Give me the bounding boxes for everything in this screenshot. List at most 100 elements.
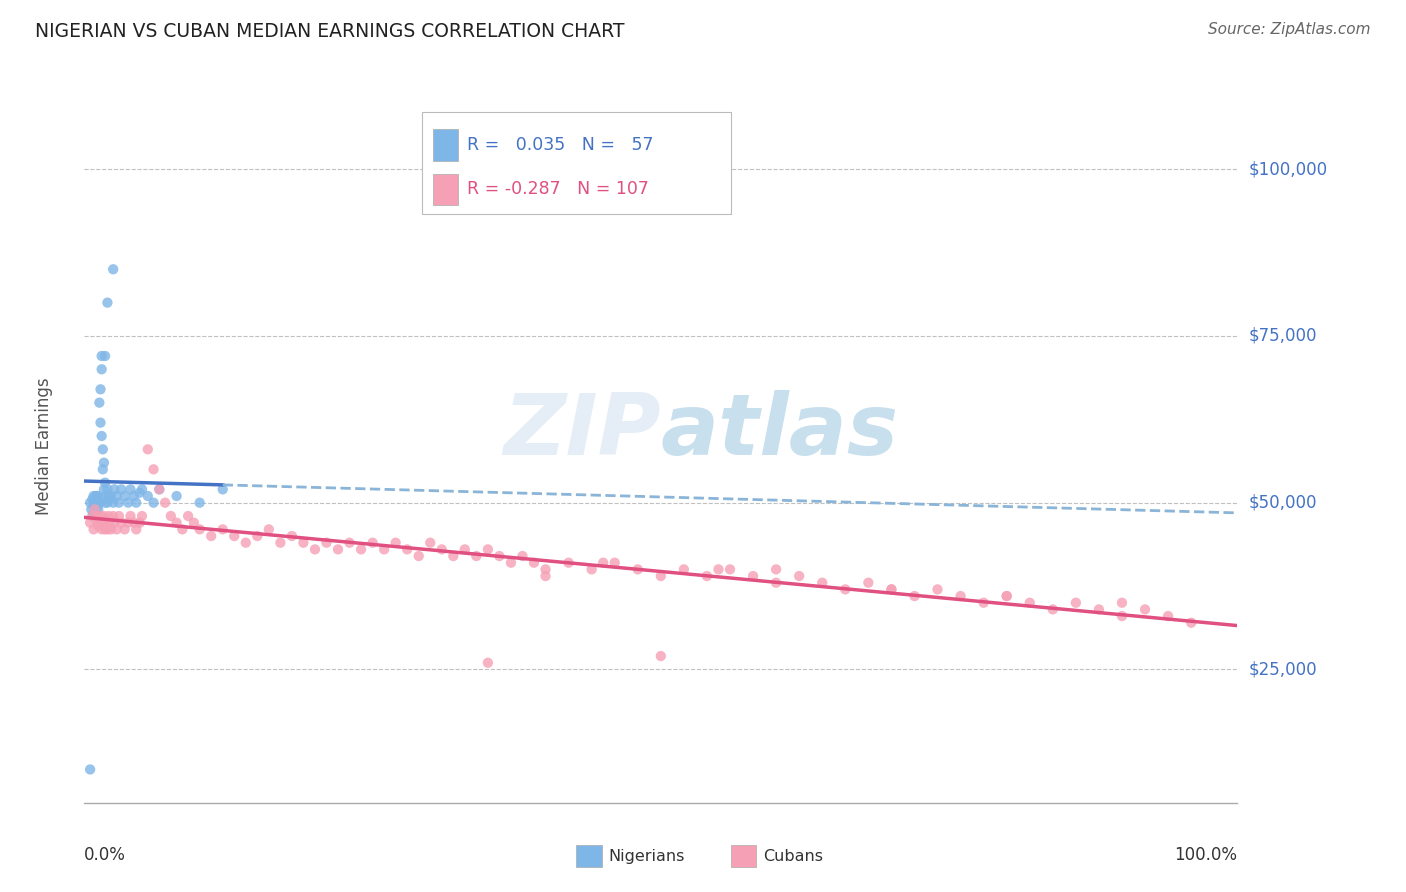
Point — [718, 562, 741, 576]
Point — [96, 496, 118, 510]
Point — [105, 522, 128, 536]
Point — [177, 509, 200, 524]
Point — [995, 589, 1018, 603]
Point — [292, 535, 315, 549]
Point — [696, 569, 718, 583]
Point — [125, 522, 148, 536]
Point — [880, 582, 903, 597]
Point — [86, 496, 108, 510]
Point — [557, 556, 579, 570]
Point — [93, 483, 115, 497]
Point — [707, 562, 730, 576]
Point — [477, 542, 499, 557]
Point — [86, 489, 108, 503]
Point — [94, 496, 117, 510]
Point — [93, 509, 115, 524]
Point — [384, 535, 406, 549]
Text: NIGERIAN VS CUBAN MEDIAN EARNINGS CORRELATION CHART: NIGERIAN VS CUBAN MEDIAN EARNINGS CORREL… — [35, 22, 624, 41]
Point — [787, 569, 810, 583]
Point — [1018, 596, 1040, 610]
Point — [103, 516, 125, 530]
Point — [211, 483, 233, 497]
Point — [1157, 609, 1180, 624]
Point — [91, 442, 114, 457]
Point — [94, 349, 117, 363]
Point — [91, 516, 114, 530]
Point — [108, 496, 131, 510]
Text: 0.0%: 0.0% — [84, 846, 127, 863]
Point — [103, 496, 124, 510]
Point — [83, 489, 105, 503]
Point — [183, 516, 205, 530]
Point — [89, 395, 111, 409]
Point — [120, 483, 142, 497]
Point — [627, 562, 650, 576]
Point — [499, 556, 522, 570]
Point — [650, 569, 672, 583]
Point — [87, 496, 110, 510]
Point — [1180, 615, 1202, 630]
Point — [80, 502, 103, 516]
Point — [672, 562, 695, 576]
Point — [834, 582, 856, 597]
Text: $50,000: $50,000 — [1249, 493, 1317, 512]
Point — [1042, 602, 1064, 616]
Point — [108, 509, 131, 524]
Point — [136, 489, 159, 503]
Point — [269, 535, 291, 549]
Point — [603, 556, 626, 570]
Text: Source: ZipAtlas.com: Source: ZipAtlas.com — [1208, 22, 1371, 37]
Point — [973, 596, 995, 610]
Point — [396, 542, 419, 557]
Point — [117, 516, 139, 530]
Point — [224, 529, 246, 543]
Point — [1088, 602, 1111, 616]
Point — [281, 529, 304, 543]
Point — [148, 483, 170, 497]
Point — [172, 522, 194, 536]
Point — [84, 512, 107, 526]
Point — [87, 489, 110, 503]
Point — [89, 416, 111, 430]
Point — [110, 483, 132, 497]
Point — [79, 496, 101, 510]
Point — [103, 483, 125, 497]
Point — [765, 562, 787, 576]
Point — [90, 349, 112, 363]
Point — [90, 522, 112, 536]
Point — [89, 382, 111, 396]
Point — [512, 549, 534, 563]
Point — [326, 542, 349, 557]
Point — [592, 556, 614, 570]
Point — [83, 506, 105, 520]
Point — [142, 462, 165, 476]
Point — [96, 512, 118, 526]
Point — [131, 483, 153, 497]
Point — [125, 496, 148, 510]
Point — [373, 542, 395, 557]
Point — [350, 542, 373, 557]
Point — [100, 489, 122, 503]
Point — [89, 509, 111, 524]
Point — [87, 502, 110, 516]
Point — [534, 562, 557, 576]
Point — [581, 562, 603, 576]
Point — [120, 509, 142, 524]
Point — [211, 522, 233, 536]
Point — [114, 522, 136, 536]
Point — [91, 462, 114, 476]
Point — [96, 483, 118, 497]
Point — [430, 542, 453, 557]
Point — [166, 489, 188, 503]
Text: $100,000: $100,000 — [1249, 161, 1327, 178]
Point — [235, 535, 257, 549]
Point — [96, 522, 118, 536]
Point — [89, 496, 111, 510]
Point — [1133, 602, 1156, 616]
Point — [79, 516, 101, 530]
Point — [339, 535, 361, 549]
Point — [488, 549, 510, 563]
Point — [83, 496, 105, 510]
Point — [83, 502, 105, 516]
Point — [82, 509, 104, 524]
